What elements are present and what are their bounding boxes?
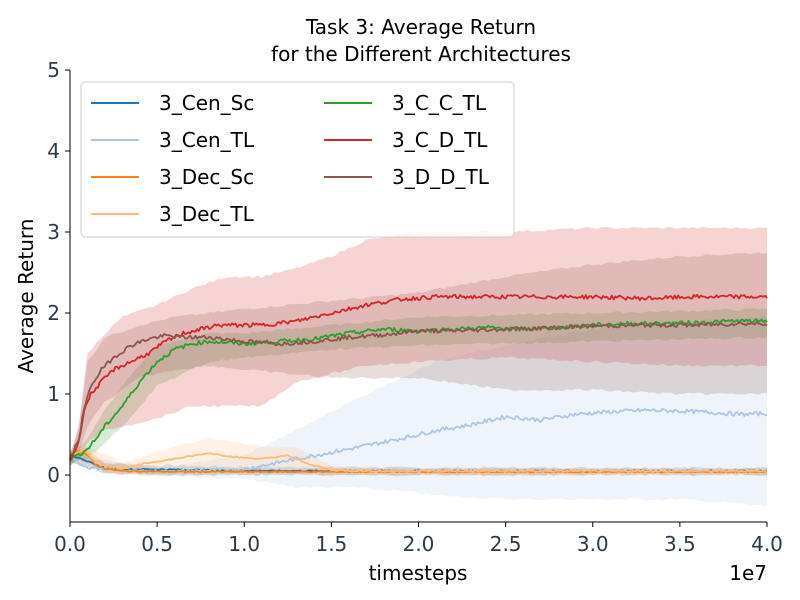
y-tick-label: 2 [47, 301, 60, 325]
confidence-bands [70, 226, 767, 507]
x-tick-label: 1.0 [228, 532, 260, 556]
line-3-c-d-tl [69, 293, 768, 462]
x-tick-label: 3.5 [664, 532, 696, 556]
x-tick-label: 0.5 [141, 532, 173, 556]
y-axis-label: Average Return [14, 219, 38, 374]
x-tick-label: 4.0 [751, 532, 783, 556]
x-axis-ticks: 0.0 0.5 1.0 1.5 2.0 2.5 3.0 3.5 4.0 [54, 522, 783, 556]
x-tick-label: 2.5 [490, 532, 522, 556]
line-3-d-d-tl [69, 321, 768, 460]
legend-label-3-cen-tl: 3_Cen_TL [159, 128, 255, 152]
x-tick-label: 1.5 [315, 532, 347, 556]
y-tick-label: 4 [47, 139, 60, 163]
band-3-d-d-tl [70, 252, 767, 468]
legend-label-3-dec-sc: 3_Dec_Sc [159, 165, 254, 189]
line-3-dec-tl [69, 448, 768, 473]
x-axis-label: timesteps [369, 561, 468, 585]
y-tick-label: 3 [47, 220, 60, 244]
y-tick-label: 1 [47, 382, 60, 406]
x-tick-label: 2.0 [403, 532, 435, 556]
legend-label-3-c-d-tl: 3_C_D_TL [392, 128, 488, 152]
chart-title-line-2: for the Different Architectures [271, 42, 571, 66]
x-tick-label: 0.0 [54, 532, 86, 556]
series-lines [69, 293, 768, 475]
legend: 3_Cen_Sc 3_Cen_TL 3_Dec_Sc 3_Dec_TL 3_C_C_TL… [80, 81, 515, 238]
band-3-c-c-tl [70, 308, 767, 463]
legend-label-3-d-d-tl: 3_D_D_TL [392, 165, 490, 189]
x-tick-label: 3.0 [577, 532, 609, 556]
chart-title-line-1: Task 3: Average Return [305, 15, 536, 39]
y-tick-label: 5 [47, 58, 60, 82]
y-tick-label: 0 [47, 463, 60, 487]
y-axis-ticks: 0 1 2 3 4 5 [47, 58, 70, 487]
band-3-dec-tl [70, 437, 767, 477]
legend-label-3-c-c-tl: 3_C_C_TL [392, 91, 487, 115]
legend-frame [80, 81, 515, 238]
band-3-c-d-tl [70, 226, 767, 467]
legend-label-3-dec-tl: 3_Dec_TL [159, 202, 255, 226]
x-axis-exponent: 1e7 [729, 561, 767, 585]
legend-label-3-cen-sc: 3_Cen_Sc [159, 91, 254, 115]
